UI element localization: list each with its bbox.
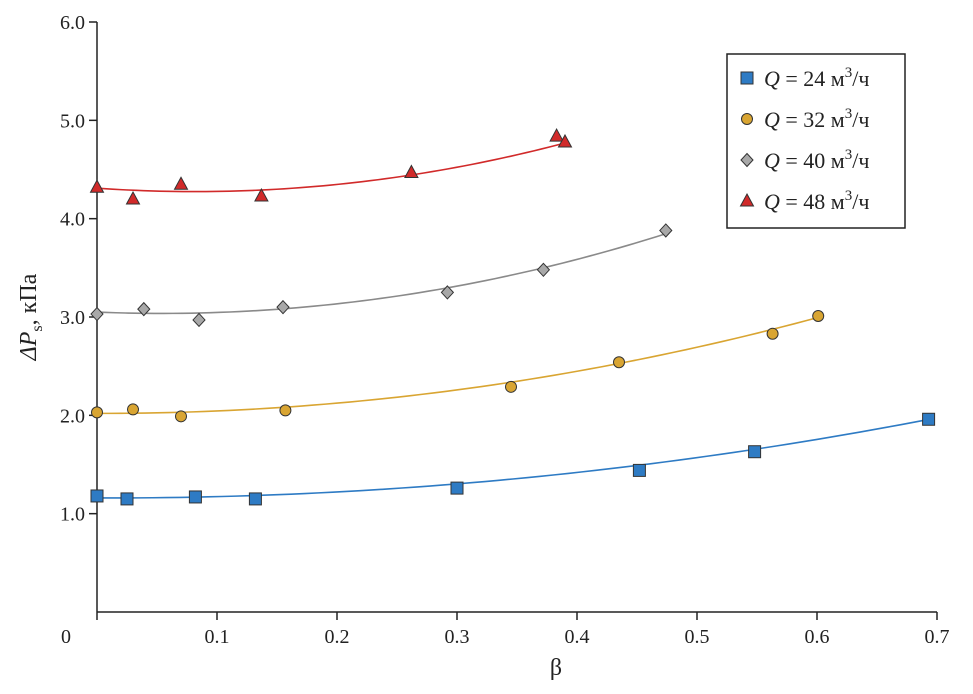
legend-label-2: Q = 32 м3/ч	[764, 106, 869, 132]
series-1-point	[248, 492, 262, 506]
series-3-point	[659, 223, 673, 238]
series-3-point	[536, 262, 551, 278]
legend-marker-3	[740, 152, 754, 168]
legend-var: Q	[764, 107, 780, 132]
legend-var: Q	[764, 189, 780, 214]
y-tick-label: 1.0	[60, 504, 85, 526]
legend-marker-4	[739, 192, 755, 207]
x-tick-label: 0.3	[445, 626, 470, 648]
legend-sup: 3	[845, 65, 853, 81]
series-4-point	[549, 128, 564, 142]
legend-sup: 3	[845, 188, 853, 204]
series-1-fit-line	[96, 418, 929, 499]
x-tick-label: 0.6	[805, 626, 830, 648]
series-1-point	[90, 489, 104, 503]
x-tick-label: 0.5	[685, 626, 710, 648]
series-2-point	[175, 410, 187, 423]
y-axis-label-sub: s	[29, 325, 46, 331]
series-1-point	[748, 445, 762, 459]
legend-var: Q	[764, 66, 780, 91]
legend-eq: = 40 м	[780, 148, 845, 173]
legend-eq: = 24 м	[780, 66, 845, 91]
series-2-point	[91, 406, 103, 419]
series-2-point	[812, 310, 825, 323]
y-axis-label-main: ΔP	[16, 331, 42, 361]
series-4-point	[89, 179, 105, 193]
series-2-point	[505, 380, 517, 393]
legend-sup: 3	[845, 106, 853, 122]
series-4-fit-line	[96, 142, 566, 193]
series-2-point	[613, 356, 625, 369]
legend-sup: 3	[845, 147, 853, 163]
series-3-point	[137, 301, 151, 317]
series-3-point	[440, 285, 455, 300]
legend-unit: /ч	[852, 189, 869, 214]
series-2-point	[766, 327, 779, 340]
y-tick-label: 3.0	[60, 307, 85, 329]
series-1-point	[632, 463, 646, 477]
series-2-point	[127, 403, 139, 416]
legend-marker-2	[741, 113, 753, 125]
legend-label-1: Q = 24 м3/ч	[764, 65, 869, 91]
x-axis-label: β	[550, 655, 562, 681]
series-4-point	[173, 176, 189, 190]
series-2-fit-line	[97, 316, 819, 415]
y-axis-label: ΔPs, кПа	[16, 273, 46, 361]
legend-unit: /ч	[852, 107, 869, 132]
series-4-point	[254, 188, 269, 202]
series-3-fit-line	[96, 232, 667, 315]
series-2-point	[279, 404, 292, 417]
legend-eq: = 32 м	[780, 107, 845, 132]
y-axis-label-rest: , кПа	[16, 273, 42, 325]
legend-label-3: Q = 40 м3/ч	[764, 147, 869, 173]
legend: Q = 24 м3/чQ = 32 м3/чQ = 40 м3/чQ = 48 …	[726, 53, 906, 229]
legend-box	[726, 53, 906, 229]
x-tick-label: 0	[61, 626, 71, 648]
series-4-point	[125, 190, 141, 205]
y-ticks: 1.0 2.0 3.0 4.0 5.0 6.0	[60, 12, 97, 526]
x-ticks: 0 0.1 0.2 0.3 0.4 0.5 0.6 0.7	[61, 612, 950, 648]
data-markers	[89, 128, 936, 506]
y-tick-label: 2.0	[60, 405, 85, 427]
x-tick-label: 0.7	[925, 626, 950, 648]
legend-label-4: Q = 48 м3/ч	[764, 188, 869, 214]
fit-curves	[96, 142, 929, 499]
series-1-point	[188, 490, 202, 504]
x-tick-label: 0.1	[205, 626, 230, 648]
legend-var: Q	[764, 148, 780, 173]
series-1-point	[450, 481, 464, 495]
x-tick-label: 0.2	[325, 626, 350, 648]
y-tick-label: 4.0	[60, 209, 85, 231]
legend-marker-1	[740, 71, 754, 85]
legend-unit: /ч	[852, 66, 869, 91]
y-tick-label: 6.0	[60, 12, 85, 34]
series-1-point	[120, 492, 134, 506]
series-4-point	[557, 133, 573, 148]
x-tick-label: 0.4	[565, 626, 590, 648]
plot-area: 0 0.1 0.2 0.3 0.4 0.5 0.6 0.7 1.0 2.0 3.0 4.0 5.0 6.…	[60, 12, 950, 648]
series-4-point	[404, 164, 419, 178]
y-tick-label: 5.0	[60, 110, 85, 132]
series-1-point	[922, 412, 936, 426]
legend-eq: = 48 м	[780, 189, 845, 214]
series-3-point	[192, 312, 206, 328]
legend-items: Q = 24 м3/чQ = 32 м3/чQ = 40 м3/чQ = 48 …	[739, 65, 869, 214]
series-3-point	[276, 299, 290, 315]
legend-unit: /ч	[852, 148, 869, 173]
series-3-point	[90, 306, 104, 322]
